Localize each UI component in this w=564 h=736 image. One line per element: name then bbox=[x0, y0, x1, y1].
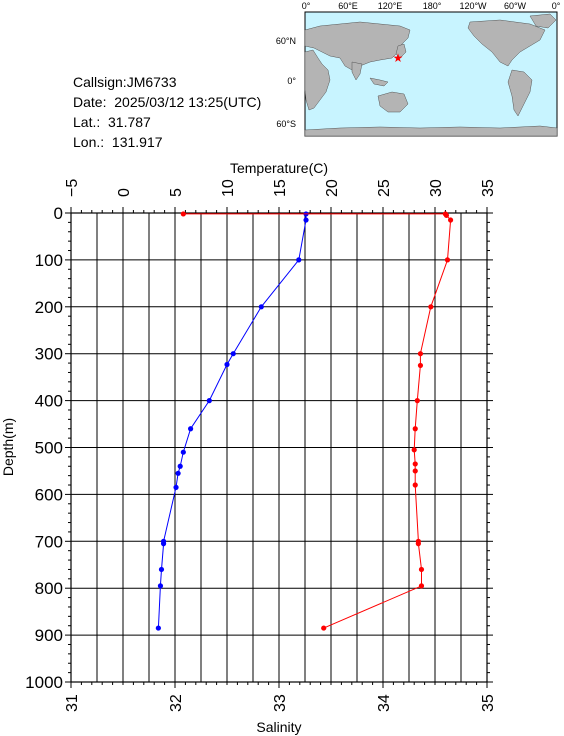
callsign-text: Callsign:JM6733 bbox=[73, 74, 177, 90]
map-station-marker: ★ bbox=[393, 51, 404, 65]
salinity-data-point bbox=[414, 398, 420, 404]
map-lon-ticks: 0° 60°E 120°E 180° 120°W 60°W 0° bbox=[302, 1, 561, 11]
map-lon-label: 120°W bbox=[459, 1, 487, 11]
temperature-tick-label: 25 bbox=[376, 179, 393, 197]
temperature-tick-label: −5 bbox=[64, 179, 81, 197]
temperature-tick-label: 15 bbox=[272, 179, 289, 197]
temperature-tick-label: 10 bbox=[220, 179, 237, 197]
land-africa bbox=[304, 49, 331, 111]
salinity-data-point bbox=[411, 447, 417, 453]
land-indonesia bbox=[369, 77, 389, 87]
salinity-data-point bbox=[428, 304, 434, 310]
temperature-tick-label: 35 bbox=[480, 179, 497, 197]
latitude-text: Lat.: 31.787 bbox=[73, 114, 151, 130]
depth-tick-label: 900 bbox=[35, 626, 63, 645]
temperature-tick-label: 30 bbox=[428, 179, 445, 197]
temperature-data-point bbox=[206, 398, 212, 404]
salinity-data-point bbox=[417, 362, 424, 369]
world-map: 0° 60°E 120°E 180° 120°W 60°W 0° 60°N 0°… bbox=[276, 1, 561, 137]
temperature-data-point bbox=[155, 625, 161, 631]
temperature-data-point bbox=[157, 583, 164, 589]
temperature-data-point bbox=[177, 463, 183, 469]
temperature-data-point bbox=[303, 217, 309, 223]
depth-tick-label: 800 bbox=[35, 579, 63, 598]
salinity-tick-label: 35 bbox=[480, 694, 497, 712]
depth-tick-label: 200 bbox=[35, 298, 63, 317]
land-south-america bbox=[507, 69, 533, 117]
depth-tick-label: 400 bbox=[35, 392, 63, 411]
salinity-axis-title: Salinity bbox=[256, 719, 301, 735]
temperature-data-point bbox=[188, 426, 194, 432]
salinity-data-point bbox=[418, 583, 425, 589]
salinity-tick-label: 34 bbox=[376, 694, 393, 712]
salinity-data-point bbox=[418, 566, 425, 573]
salinity-tick-label: 33 bbox=[272, 694, 289, 712]
temperature-series-line bbox=[157, 213, 307, 629]
land-antarctica bbox=[304, 125, 558, 137]
salinity-data-point bbox=[417, 351, 424, 357]
land-australia bbox=[377, 91, 409, 113]
temperature-tick-label: 0 bbox=[116, 188, 133, 197]
salinity-data-point bbox=[321, 625, 327, 631]
station-info: Callsign:JM6733 Date: 2025/03/12 13:25(U… bbox=[73, 72, 261, 152]
map-lon-label: 60°E bbox=[338, 1, 358, 11]
salinity-tick-label: 32 bbox=[168, 694, 185, 712]
land-japan bbox=[395, 43, 407, 59]
temperature-data-point bbox=[296, 257, 302, 263]
salinity-data-point bbox=[412, 482, 418, 488]
map-lon-label: 0° bbox=[552, 1, 561, 11]
salinity-data-point bbox=[180, 211, 186, 217]
salinity-data-point bbox=[448, 217, 454, 223]
map-lat-label: 60°N bbox=[276, 36, 296, 46]
map-lat-ticks: 60°N 0° 60°S bbox=[276, 36, 297, 129]
map-lon-label: 120°E bbox=[378, 1, 403, 11]
salinity-data-point bbox=[444, 257, 451, 263]
map-lon-label: 180° bbox=[423, 1, 442, 11]
depth-tick-label: 300 bbox=[35, 345, 63, 364]
date-text: Date: 2025/03/12 13:25(UTC) bbox=[73, 94, 262, 110]
temperature-tick-label: 5 bbox=[168, 188, 185, 197]
land-north-america bbox=[467, 19, 546, 67]
map-land bbox=[304, 13, 558, 137]
depth-tick-label: 500 bbox=[35, 439, 63, 458]
temperature-data-point bbox=[175, 470, 181, 476]
temperature-data-point bbox=[258, 304, 264, 310]
depth-tick-label: 600 bbox=[35, 485, 63, 504]
depth-tick-label: 100 bbox=[35, 251, 63, 270]
temperature-tick-label: 20 bbox=[324, 179, 341, 197]
temperature-data-point bbox=[158, 566, 165, 573]
map-lon-label: 60°W bbox=[504, 1, 527, 11]
temperature-data-point bbox=[160, 541, 167, 547]
salinity-data-point bbox=[412, 461, 418, 467]
longitude-text: Lon.: 131.917 bbox=[73, 134, 163, 150]
temperature-axis-title: Temperature(C) bbox=[230, 160, 328, 176]
land-eurasia bbox=[304, 21, 411, 71]
depth-tick-label: 700 bbox=[35, 532, 63, 551]
salinity-tick-label: 31 bbox=[64, 694, 81, 712]
depth-axis-title: Depth(m) bbox=[0, 418, 16, 476]
map-lat-label: 0° bbox=[287, 76, 296, 86]
salinity-data-point bbox=[412, 426, 418, 432]
land-greenland bbox=[529, 13, 557, 29]
map-lon-label: 0° bbox=[302, 1, 311, 11]
temperature-data-point bbox=[173, 484, 179, 490]
temperature-data-point bbox=[224, 361, 230, 368]
temperature-data-point bbox=[230, 351, 236, 357]
temperature-data-point bbox=[180, 449, 186, 455]
land-india bbox=[351, 61, 363, 81]
depth-tick-label: 0 bbox=[54, 204, 63, 223]
salinity-data-point bbox=[443, 212, 450, 218]
map-lat-label: 60°S bbox=[276, 119, 296, 129]
salinity-data-point bbox=[415, 541, 421, 547]
salinity-series-line bbox=[183, 213, 452, 629]
salinity-data-point bbox=[412, 468, 418, 474]
depth-tick-label: 1000 bbox=[25, 673, 63, 692]
